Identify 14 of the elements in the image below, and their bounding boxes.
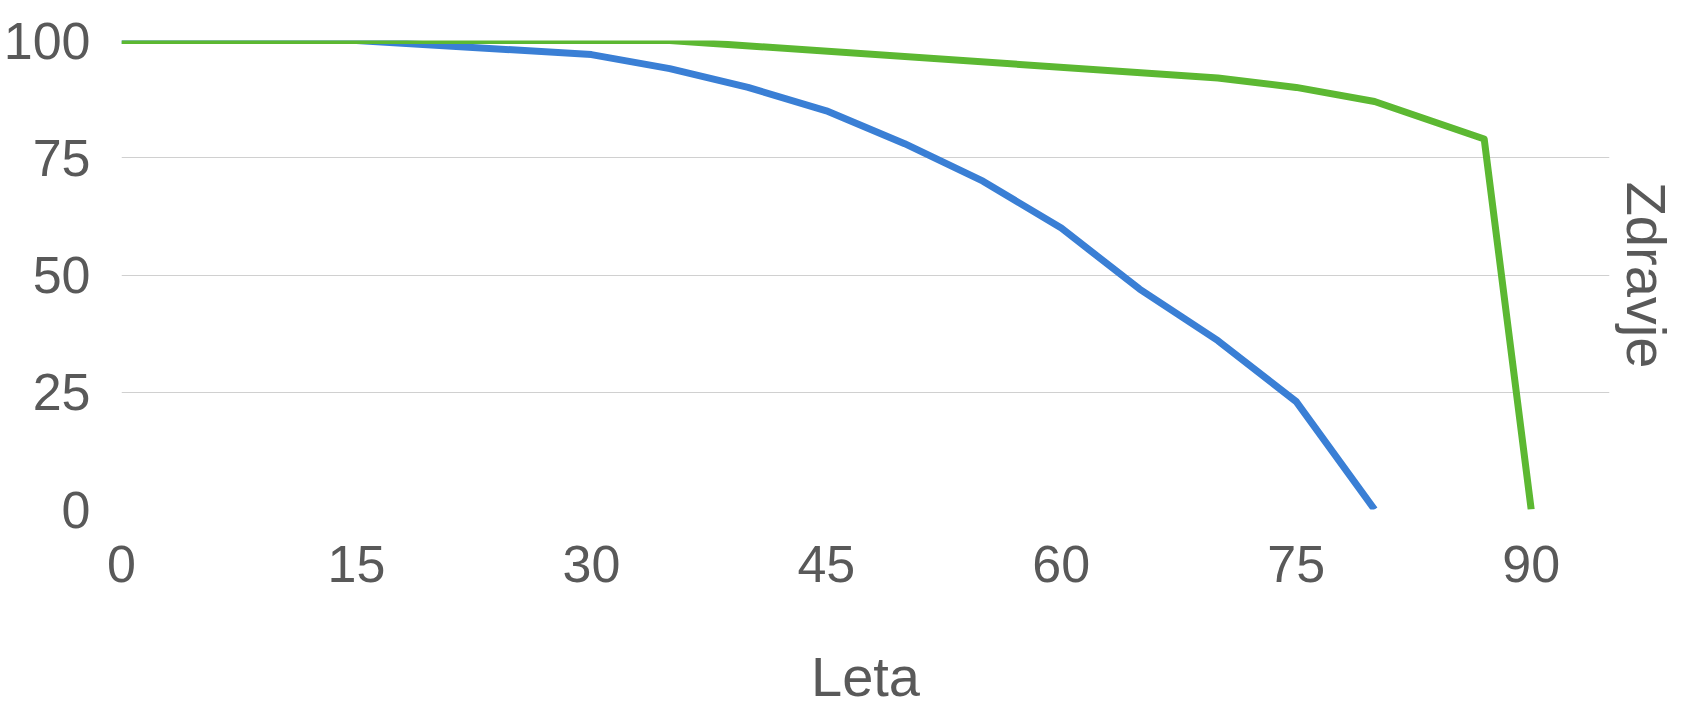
y-tick-label: 75 — [32, 128, 91, 187]
y-tick-label: 50 — [32, 246, 91, 304]
x-tick-label: 90 — [1502, 534, 1561, 593]
x-tick-label: 0 — [107, 534, 136, 593]
y-tick-label: 25 — [32, 363, 91, 422]
y-tick-label: 100 — [3, 11, 91, 70]
x-tick-label: 60 — [1032, 534, 1091, 593]
y-tick-label: 0 — [61, 480, 91, 539]
x-tick-label: 45 — [797, 534, 856, 593]
x-tick-label: 75 — [1267, 534, 1326, 593]
x-axis-title: Leta — [811, 644, 921, 708]
x-tick-label: 30 — [562, 534, 621, 593]
x-tick-label: 15 — [327, 534, 386, 593]
y-axis-title: Zdravje — [1614, 181, 1678, 369]
